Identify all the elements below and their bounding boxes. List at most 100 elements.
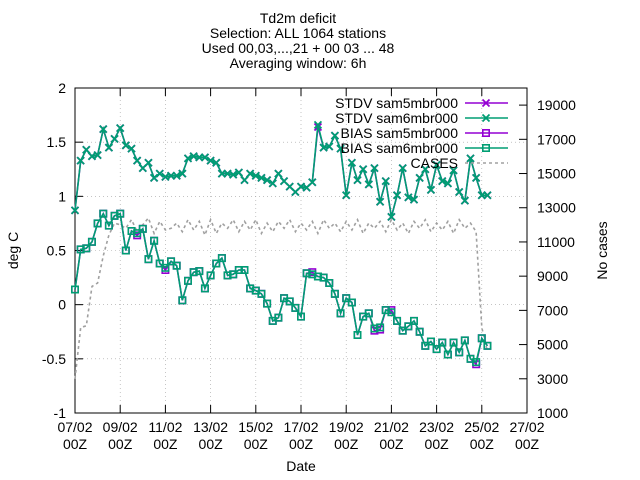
marker-x (172, 171, 181, 180)
x-tick-label: 27/02 (509, 419, 544, 435)
marker-x (375, 197, 385, 206)
marker-x (387, 212, 396, 222)
marker-square (353, 330, 362, 339)
marker-x (70, 206, 80, 215)
x-tick-label: 19/02 (329, 419, 364, 435)
y2-tick-label: 1000 (537, 405, 568, 421)
marker-square (82, 244, 91, 253)
marker-square (404, 322, 413, 331)
marker-square (212, 259, 221, 268)
marker-x (313, 120, 323, 129)
marker-x (76, 156, 85, 165)
marker-x (116, 123, 125, 133)
marker-x (415, 173, 424, 183)
x-tick-label: 00Z (379, 436, 404, 452)
plot-frame (74, 87, 528, 414)
marker-x (364, 180, 373, 189)
marker-square (330, 289, 339, 298)
title-line: Td2m deficit (260, 10, 336, 26)
y2-tick-label: 7000 (537, 302, 568, 318)
marker-x (359, 165, 368, 174)
x-tick-label: 23/02 (419, 419, 454, 435)
marker-x (421, 165, 430, 174)
marker-x (229, 170, 238, 179)
x-tick-label: 11/02 (148, 419, 182, 435)
y-tick-label: 1.5 (47, 134, 67, 150)
marker-square (449, 338, 458, 347)
marker-x (398, 164, 407, 173)
y-tick-label: -0.5 (42, 351, 66, 367)
marker-square (460, 336, 469, 345)
marker-square (150, 236, 159, 245)
marker-x (481, 98, 491, 108)
marker-x (268, 179, 277, 188)
marker-x (438, 177, 447, 186)
marker-x (455, 187, 464, 197)
marker-square (443, 350, 452, 359)
x-tick-label: 00Z (425, 436, 450, 452)
marker-x (426, 185, 436, 194)
y-tick-label: 1 (58, 188, 66, 204)
marker-square (387, 308, 396, 317)
series-stdv-sam6mbr000 (70, 120, 492, 222)
x-tick-label: 09/02 (103, 419, 138, 435)
marker-x (342, 191, 351, 200)
marker-x (279, 177, 289, 186)
legend-entry: BIAS sam5mbr000 (341, 125, 508, 141)
marker-square (144, 255, 153, 264)
y-tick-label: 0 (58, 297, 66, 313)
marker-square (285, 297, 294, 306)
title-line: Selection: ALL 1064 stations (210, 25, 386, 41)
x-tick-label: 00Z (289, 436, 314, 452)
marker-square (274, 313, 283, 322)
marker-square (336, 309, 345, 318)
marker-x (200, 153, 210, 162)
marker-square (438, 338, 447, 347)
marker-x (251, 171, 260, 180)
marker-x (466, 154, 475, 163)
marker-x (246, 169, 255, 178)
marker-x (99, 125, 108, 134)
marker-x (104, 143, 114, 152)
x-tick-label: 00Z (515, 436, 540, 452)
marker-square (178, 296, 187, 305)
marker-x (257, 173, 266, 183)
legend-label: STDV sam6mbr000 (335, 110, 458, 126)
grid (75, 88, 527, 413)
marker-x (449, 166, 458, 175)
marker-x (319, 143, 328, 152)
marker-square (138, 224, 147, 233)
marker-x (381, 177, 390, 186)
y-tick-label: 0.5 (47, 243, 67, 259)
legend-label: CASES (411, 155, 458, 171)
marker-square (217, 254, 226, 263)
y2-tick-label: 15000 (537, 166, 576, 182)
marker-x (262, 175, 272, 185)
marker-x (144, 158, 153, 167)
x-tick-label: 00Z (153, 436, 178, 452)
marker-square (393, 316, 402, 325)
series-line (74, 211, 489, 364)
y2-tick-label: 17000 (537, 131, 576, 147)
marker-square (455, 348, 464, 357)
marker-x (127, 144, 136, 153)
marker-x (432, 160, 441, 170)
x-tick-label: 00Z (199, 436, 224, 452)
marker-x (274, 169, 283, 178)
marker-square (121, 246, 130, 255)
legend-entry: BIAS sam6mbr000 (341, 140, 508, 156)
marker-square (206, 271, 215, 280)
marker-square (263, 299, 272, 308)
marker-x (82, 145, 91, 154)
marker-x (87, 152, 97, 161)
marker-x (161, 172, 170, 181)
series-line (74, 216, 489, 379)
series-layer (70, 120, 492, 379)
marker-x (443, 179, 453, 188)
marker-x (409, 195, 419, 204)
marker-square (296, 312, 305, 321)
x-tick-label: 17/02 (283, 419, 318, 435)
marker-square (155, 259, 164, 268)
marker-square (257, 289, 266, 298)
